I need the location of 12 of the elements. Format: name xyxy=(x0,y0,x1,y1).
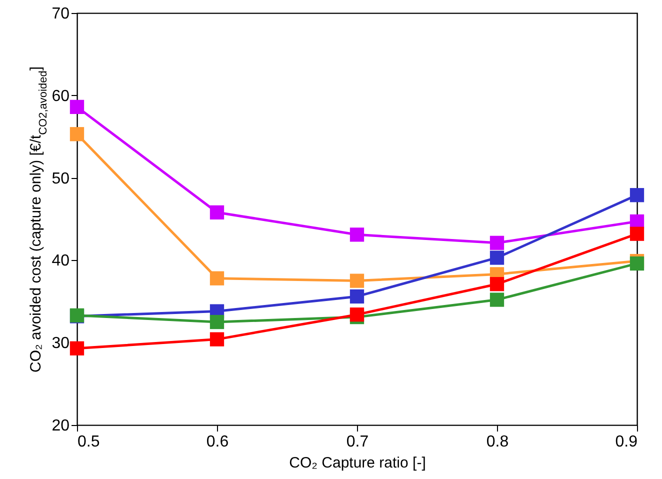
x-tick-label: 0.6 xyxy=(206,434,229,450)
y-tick-label: 40 xyxy=(52,252,70,270)
y-tick-label: 70 xyxy=(52,6,70,22)
y-tick-label: 20 xyxy=(52,418,70,434)
x-tick-label: 0.8 xyxy=(486,434,509,450)
y-tick-label: 50 xyxy=(52,170,70,188)
x-tick-label: 0.5 xyxy=(78,434,100,450)
x-axis-title: CO₂ Capture ratio [-] xyxy=(289,454,426,472)
x-tick-label: 0.9 xyxy=(615,434,638,450)
x-tick-label: 0.7 xyxy=(346,434,369,450)
y-tick-label: 30 xyxy=(52,335,70,352)
y-tick-label: 60 xyxy=(52,88,70,105)
